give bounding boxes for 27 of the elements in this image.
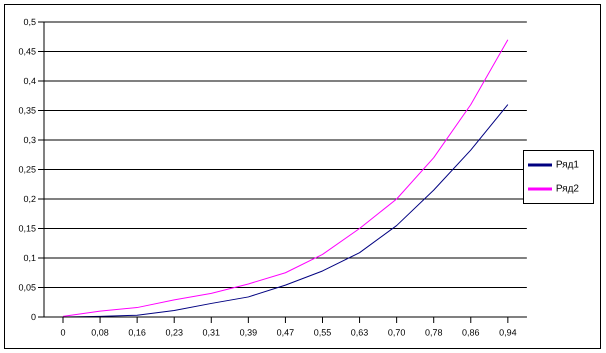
x-tick-label: 0,39 (240, 327, 258, 338)
x-tick-label: 0,55 (314, 327, 332, 338)
legend-label: Ряд1 (556, 159, 579, 170)
y-tick-label: 0,3 (23, 135, 36, 146)
x-tick-label: 0,63 (350, 327, 368, 338)
y-tick-label: 0,4 (23, 76, 36, 86)
x-tick-label: 0,16 (128, 327, 146, 338)
x-tick-label: 0,23 (165, 327, 183, 338)
y-tick-label: 0,25 (18, 164, 36, 175)
y-tick-label: 0,1 (23, 253, 36, 264)
legend-label: Ряд2 (556, 183, 579, 194)
x-tick-label: 0,47 (276, 327, 294, 338)
x-tick-label: 0,94 (499, 327, 517, 338)
line-series (62, 39, 508, 317)
y-tick-label: 0,5 (23, 17, 36, 28)
x-tick-label: 0,86 (462, 327, 480, 338)
y-tick-label: 0,45 (18, 46, 36, 57)
y-tick-label: 0,35 (18, 106, 36, 116)
y-tick-label: 0,2 (23, 194, 36, 204)
x-tick-label: 0,08 (91, 327, 109, 338)
y-tick-label: 0,05 (18, 282, 36, 293)
x-tick-label: 0 (60, 327, 66, 338)
x-tick-label: 0,31 (202, 327, 220, 338)
y-tick-label: 0 (30, 312, 36, 322)
x-tick-label: 0,70 (388, 327, 406, 338)
x-tick-label: 0,78 (424, 327, 442, 338)
y-tick-label: 0,15 (18, 224, 36, 234)
